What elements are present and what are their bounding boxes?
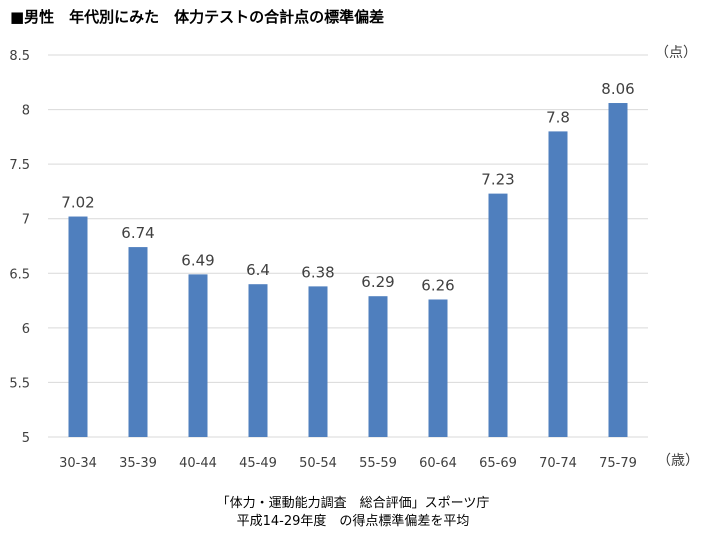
bar bbox=[428, 299, 448, 437]
y-tick-label: 8 bbox=[22, 104, 30, 119]
data-label: 6.26 bbox=[421, 276, 454, 294]
x-tick-label: 75-79 bbox=[599, 456, 637, 471]
data-label: 7.23 bbox=[481, 171, 514, 189]
bar bbox=[548, 131, 568, 437]
x-tick-label: 60-64 bbox=[419, 456, 457, 471]
bar bbox=[368, 296, 388, 437]
data-label: 8.06 bbox=[601, 80, 634, 98]
bar bbox=[68, 216, 88, 437]
data-label: 7.8 bbox=[546, 108, 570, 126]
x-tick-label: 45-49 bbox=[239, 456, 277, 471]
y-tick-label: 7.5 bbox=[9, 158, 30, 173]
x-tick-label: 70-74 bbox=[539, 456, 577, 471]
x-tick-label: 55-59 bbox=[359, 456, 397, 471]
x-tick-label: 35-39 bbox=[119, 456, 157, 471]
data-label: 6.29 bbox=[361, 273, 394, 291]
bar bbox=[188, 274, 208, 437]
data-label: 6.49 bbox=[181, 251, 214, 269]
data-label: 7.02 bbox=[61, 194, 94, 212]
bar bbox=[128, 247, 148, 437]
data-label: 6.4 bbox=[246, 261, 270, 279]
source-line-1: 「体力・運動能力調査 総合評価」スポーツ庁 bbox=[216, 496, 490, 511]
y-tick-label: 7 bbox=[22, 213, 30, 228]
source-line-2: 平成14-29年度 の得点標準偏差を平均 bbox=[236, 514, 470, 529]
bar bbox=[308, 286, 328, 437]
y-tick-label: 6.5 bbox=[9, 267, 30, 282]
y-tick-label: 5 bbox=[22, 431, 30, 446]
bar bbox=[488, 193, 508, 437]
x-tick-label: 30-34 bbox=[59, 456, 97, 471]
y-axis-unit-label: （点） bbox=[655, 45, 697, 61]
x-tick-label: 50-54 bbox=[299, 456, 337, 471]
y-tick-label: 6 bbox=[22, 322, 30, 337]
y-tick-label: 8.5 bbox=[9, 49, 30, 64]
bar bbox=[608, 103, 628, 437]
data-label: 6.38 bbox=[301, 263, 334, 281]
x-tick-label: 65-69 bbox=[479, 456, 517, 471]
bar bbox=[248, 284, 268, 437]
chart-title: ■男性 年代別にみた 体力テストの合計点の標準偏差 bbox=[10, 8, 385, 26]
x-tick-label: 40-44 bbox=[179, 456, 217, 471]
x-axis-unit-label: （歳） bbox=[657, 453, 699, 469]
data-label: 6.74 bbox=[121, 224, 154, 242]
y-tick-label: 5.5 bbox=[9, 376, 30, 391]
